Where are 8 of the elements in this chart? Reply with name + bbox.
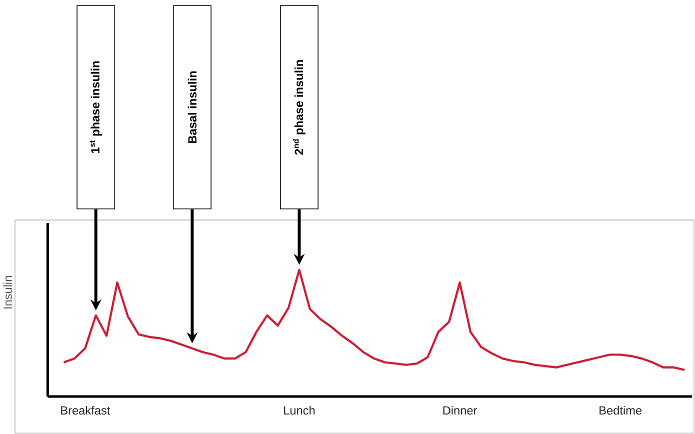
x-tick-label: Bedtime [600,406,642,415]
text: 1$^{st}$ phase insulin [90,62,102,154]
x-tick-label: Breakfast [61,406,110,415]
x-tick-label: Dinner [443,406,478,415]
text: 2$^{nd}$ phase insulin [292,60,306,155]
x-tick-label: Lunch [284,406,315,415]
y-axis-title: Insulin [3,276,12,309]
text: Basal insulin [188,72,197,144]
